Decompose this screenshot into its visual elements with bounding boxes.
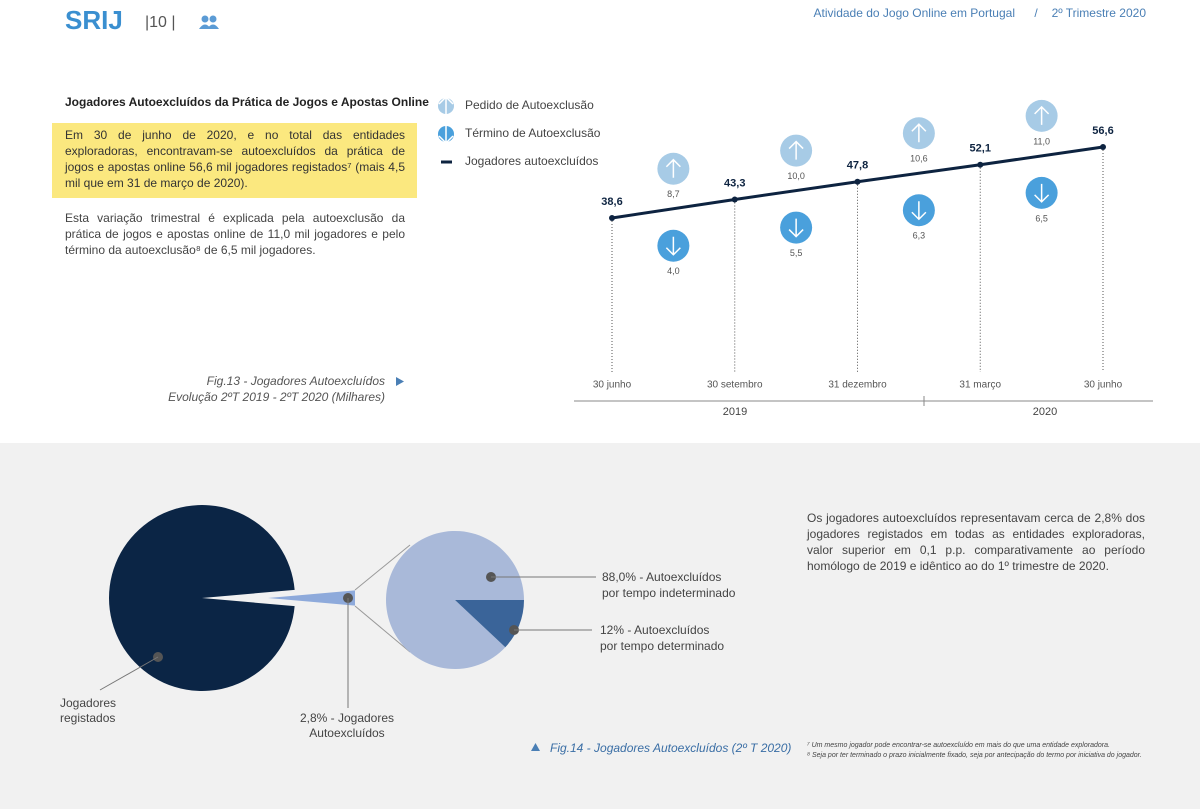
- highlight: Em 30 de junho de 2020, e no total das e…: [52, 123, 417, 198]
- legend-label: Pedido de Autoexclusão: [465, 98, 594, 112]
- footnote: ⁸ Seja por ter terminado o prazo inicial…: [807, 752, 1142, 759]
- x-tick-label: 30 setembro: [707, 380, 763, 391]
- legend-label: Jogadores autoexcluídos: [465, 154, 598, 168]
- arrow-icon: [788, 218, 804, 238]
- change-label: 8,7: [667, 189, 680, 199]
- arrow-icon: [665, 158, 681, 178]
- change-label: 10,0: [787, 171, 805, 181]
- arrow-icon: [1034, 105, 1050, 125]
- fig13-caption: Fig.13 - Jogadores Autoexcluídos: [206, 374, 385, 388]
- value-label: 43,3: [724, 177, 745, 189]
- change-label: 10,6: [910, 154, 928, 164]
- caption-marker: [531, 743, 540, 751]
- point: [854, 178, 861, 185]
- connector: [354, 544, 411, 591]
- right-paragraph: Os jogadores autoexcluídos representavam…: [807, 511, 1145, 573]
- pie-label: registados: [60, 711, 115, 725]
- page-number: |10 |: [145, 14, 176, 31]
- point: [1100, 144, 1106, 150]
- point: [609, 215, 615, 221]
- value-label: 56,6: [1092, 125, 1113, 137]
- report-title: Atividade do Jogo Online em Portugal: [814, 6, 1015, 20]
- pie-label: 88,0% - Autoexcluídos: [602, 570, 721, 584]
- pie-slice: [268, 590, 355, 606]
- point: [731, 196, 738, 203]
- logo: SRIJ: [65, 5, 123, 35]
- x-tick-label: 30 junho: [1084, 380, 1123, 391]
- x-tick-label: 31 dezembro: [828, 380, 887, 391]
- value-label: 47,8: [847, 160, 868, 172]
- connector: [354, 605, 411, 653]
- footnote: ⁷ Um mesmo jogador pode encontrar-se aut…: [807, 742, 1110, 749]
- point: [977, 161, 984, 168]
- arrow-icon: [1034, 183, 1050, 203]
- pie-label: por tempo indeterminado: [602, 586, 736, 600]
- change-label: 4,0: [667, 266, 680, 276]
- pie-slice: [108, 504, 295, 691]
- pie-label: Jogadores: [60, 696, 116, 710]
- fig14-caption: Fig.14 - Jogadores Autoexcluídos (2º T 2…: [550, 741, 792, 755]
- period: 2º Trimestre 2020: [1052, 6, 1147, 20]
- year-label: 2020: [1033, 406, 1057, 418]
- paragraph: Esta variação trimestral é explicada pel…: [65, 211, 405, 257]
- pie-label: por tempo determinado: [600, 639, 724, 653]
- year-label: 2019: [723, 406, 747, 418]
- separator: /: [1034, 6, 1038, 20]
- x-tick-label: 30 junho: [593, 380, 632, 391]
- value-label: 38,6: [601, 196, 622, 208]
- arrow-icon: [911, 201, 927, 221]
- pie-label: 12% - Autoexcluídos: [600, 623, 709, 637]
- change-label: 6,3: [913, 231, 926, 241]
- change-label: 11,0: [1033, 136, 1050, 146]
- leader: [99, 656, 159, 691]
- arrow-icon: [665, 236, 681, 256]
- x-tick-label: 31 março: [959, 380, 1001, 391]
- change-label: 6,5: [1035, 213, 1048, 223]
- caption-marker: [396, 377, 404, 386]
- pie-label: 2,8% - Jogadores: [300, 711, 394, 725]
- arrow-icon: [911, 123, 927, 143]
- pie-label: Autoexcluídos: [309, 726, 384, 740]
- arrow-icon: [788, 140, 804, 160]
- fig13-caption: Evolução 2ºT 2019 - 2ºT 2020 (Milhares): [168, 390, 385, 404]
- pie-slice: [455, 600, 524, 648]
- arrow-icon: [438, 95, 454, 115]
- people-icon: [199, 15, 219, 29]
- value-label: 52,1: [970, 143, 991, 155]
- section-title: Jogadores Autoexcluídos da Prática de Jo…: [65, 95, 429, 109]
- legend-label: Término de Autoexclusão: [465, 126, 601, 140]
- arrow-icon: [438, 125, 454, 145]
- change-label: 5,5: [790, 248, 803, 258]
